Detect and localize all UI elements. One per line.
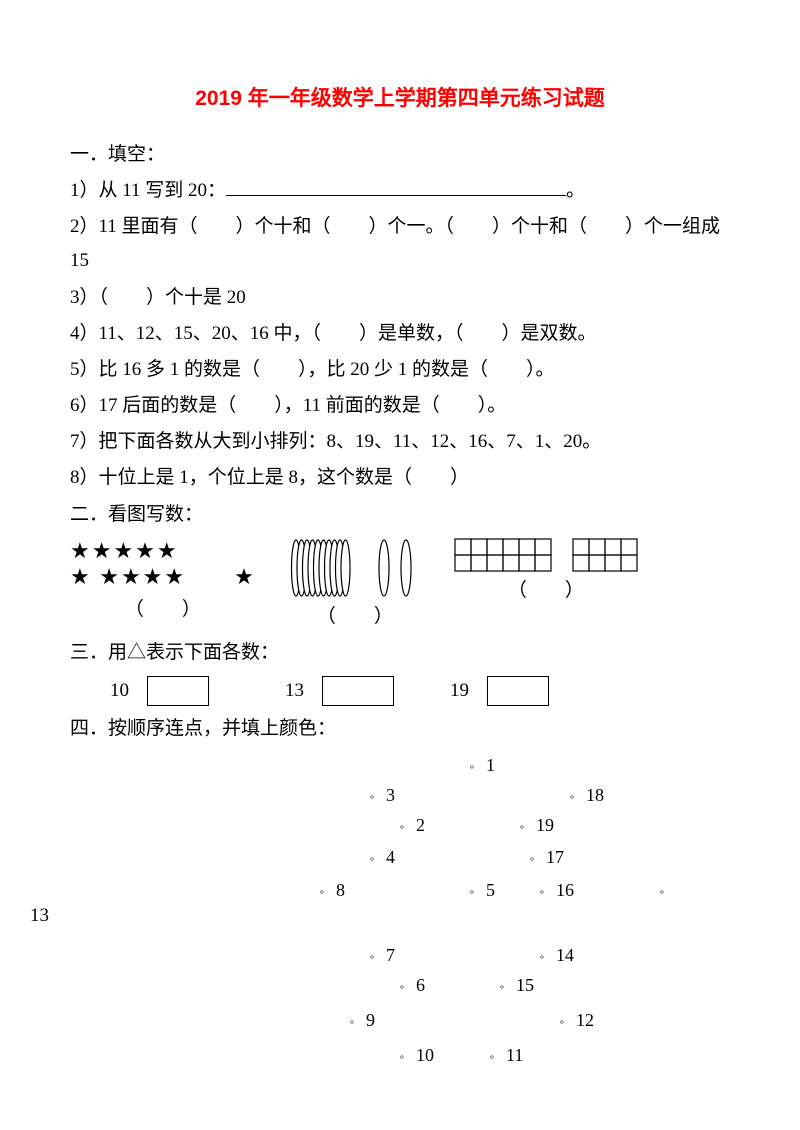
sticks-bundle [286, 538, 356, 598]
dot-16: 。16 [540, 874, 574, 906]
section2-figures: ★★★★★ ★ ★★★★ ★ （ ） （ ） （ ） [70, 538, 730, 634]
q5: 5）比 16 多 1 的数是（ ），比 20 少 1 的数是（ ）。 [70, 353, 730, 387]
q6: 6）17 后面的数是（ ），11 前面的数是（ ）。 [70, 389, 730, 423]
q2: 2）11 里面有（ ）个十和（ ）个一。（ ）个十和（ ）个一组成 15 [70, 210, 730, 278]
dot-12: 。12 [560, 1004, 594, 1036]
page-title: 2019 年一年级数学上学期第四单元练习试题 [70, 80, 730, 118]
sec3-box3 [487, 676, 549, 706]
q1: 1）从 11 写到 20： 。 [70, 174, 730, 208]
sec3-n1: 10 [110, 674, 129, 708]
dot-3: 。3 [370, 779, 395, 811]
sec3-n3: 19 [450, 674, 469, 708]
dot-9: 。9 [350, 1004, 375, 1036]
dot-8: 。8 [320, 874, 345, 906]
dot-6: 。6 [400, 969, 425, 1001]
sec3-n2: 13 [285, 674, 304, 708]
sec3-box2 [322, 676, 394, 706]
dots-area: 13 。1。3。18。2。19。4。17。8。5。16。7。14。6。15。9。… [70, 749, 730, 1069]
dot-5: 。5 [470, 874, 495, 906]
sec3-box1 [147, 676, 209, 706]
dot-15: 。15 [500, 969, 534, 1001]
dot-7: 。7 [370, 939, 395, 971]
sec4-left-label: 13 [30, 899, 49, 933]
section4-heading: 四．按顺序连点，并填上颜色： [70, 712, 730, 746]
dot-4: 。4 [370, 841, 395, 873]
q3: 3）（ ）个十是 20 [70, 281, 730, 315]
dot-1: 。1 [470, 749, 495, 781]
dot-17: 。17 [530, 841, 564, 873]
sticks-loose [374, 538, 424, 598]
q1-pre: 1）从 11 写到 20： [70, 180, 226, 201]
stars-row2: ★ ★★★★ ★ [70, 564, 256, 590]
stars-paren: （ ） [70, 593, 256, 627]
stars-block: ★★★★★ ★ ★★★★ ★ （ ） [70, 538, 256, 627]
section2-heading: 二．看图写数： [70, 498, 730, 532]
sticks-block: （ ） [286, 538, 424, 634]
sticks-paren: （ ） [286, 600, 424, 634]
section3-row: 10 13 19 [110, 674, 730, 708]
dot-18: 。18 [570, 779, 604, 811]
section3-heading: 三．用△表示下面各数： [70, 636, 730, 670]
q8: 8）十位上是 1，个位上是 8，这个数是（ ） [70, 461, 730, 495]
dot-extra: 。 [660, 874, 676, 906]
dot-2: 。2 [400, 809, 425, 841]
grid-a [454, 538, 552, 572]
stars-row1: ★★★★★ [70, 538, 256, 564]
dot-14: 。14 [540, 939, 574, 971]
dot-10: 。10 [400, 1039, 434, 1071]
grids-block: （ ） [454, 538, 638, 608]
grids-paren: （ ） [454, 574, 638, 608]
grid-b [572, 538, 638, 572]
q1-post: 。 [566, 180, 585, 201]
q4: 4）11、12、15、20、16 中，（ ）是单数，（ ）是双数。 [70, 317, 730, 351]
section1-heading: 一．填空： [70, 138, 730, 172]
q1-blank [226, 174, 566, 196]
dot-11: 。11 [490, 1039, 523, 1071]
dot-19: 。19 [520, 809, 554, 841]
q7: 7）把下面各数从大到小排列：8、19、11、12、16、7、1、20。 [70, 425, 730, 459]
